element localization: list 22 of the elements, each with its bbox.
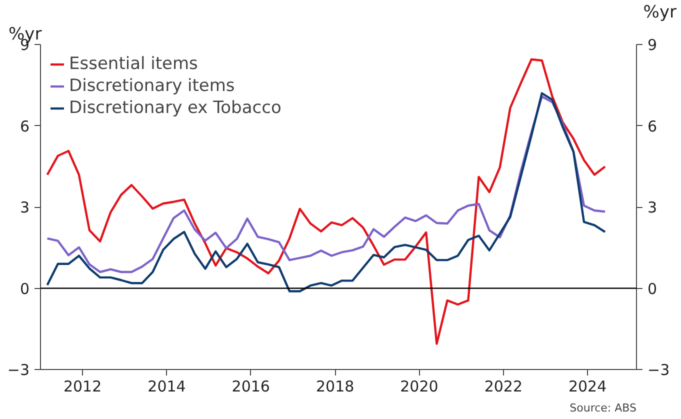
x-tick-label: 2024 bbox=[568, 378, 607, 396]
y2-tick-label: 0 bbox=[648, 280, 658, 298]
legend-label: Discretionary items bbox=[69, 76, 235, 96]
y2-tick-label: 6 bbox=[648, 117, 658, 136]
x-tick-label: 2012 bbox=[63, 378, 102, 396]
y-tick-label: 6 bbox=[20, 117, 30, 136]
x-tick-label: 2014 bbox=[148, 378, 186, 396]
legend-label: Essential items bbox=[69, 54, 198, 74]
y-tick-label: 0 bbox=[20, 280, 30, 298]
line-series bbox=[46, 58, 606, 345]
y-tick-label: −3 bbox=[7, 361, 30, 379]
y-tick-label: 3 bbox=[20, 198, 30, 216]
source-note: Source: ABS bbox=[570, 402, 637, 414]
y2-tick-label: 9 bbox=[648, 36, 658, 54]
x-tick-label: 2016 bbox=[232, 378, 270, 396]
x-tick-label: 2020 bbox=[400, 378, 438, 396]
x-tick-label: 2022 bbox=[484, 378, 523, 396]
y2-tick-label: −3 bbox=[648, 361, 670, 379]
x-tick-label: 2018 bbox=[316, 378, 354, 396]
y2-tick-label: 3 bbox=[648, 198, 658, 216]
legend-label: Discretionary ex Tobacco bbox=[69, 98, 282, 118]
y2-axis-title: %yr bbox=[643, 2, 677, 22]
